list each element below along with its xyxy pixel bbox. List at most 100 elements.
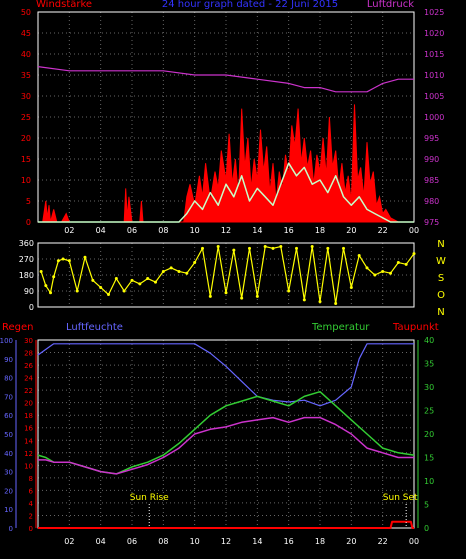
rain-tick-label: 0: [29, 525, 33, 533]
wind-direction-point: [381, 269, 385, 273]
rain-tick-label: 4: [29, 500, 34, 508]
temperature-tick-label: 20: [424, 430, 434, 439]
pressure-tick-label: 1010: [424, 71, 444, 80]
wind-pressure-panel: 0510152025303540455097598098599099510001…: [21, 8, 445, 235]
temp-x-tick-label: 18: [315, 537, 325, 546]
wind-tick-label: 0: [26, 218, 31, 227]
wind-direction-point: [240, 296, 244, 300]
wind-direction-point: [75, 289, 79, 293]
wind-tick-label: 10: [21, 176, 31, 185]
temp-x-tick-label: 22: [378, 537, 388, 546]
temp-x-tick-label: 16: [284, 537, 294, 546]
temperature-tick-label: 30: [424, 383, 434, 392]
wind-tick-label: 45: [21, 29, 31, 38]
wind-x-tick-label: 06: [127, 226, 137, 235]
rain-tick-label: 12: [24, 450, 33, 458]
temp-x-tick-label: 04: [96, 537, 106, 546]
rain-tick-label: 28: [24, 350, 33, 358]
wind-direction-point: [279, 245, 283, 249]
temperature-axis-title: Temperatur: [311, 322, 370, 333]
temp-x-tick-label: 20: [346, 537, 356, 546]
pressure-tick-label: 975: [424, 218, 439, 227]
rain-tick-label: 2: [29, 512, 33, 520]
temp-x-tick-label: 02: [64, 537, 74, 546]
direction-tick-label: 90: [24, 287, 34, 296]
direction-compass-label: S: [438, 273, 444, 284]
humidity-tick-label: 0: [9, 525, 13, 533]
wind-direction-point: [357, 253, 361, 257]
wind-direction-point: [154, 280, 157, 284]
pressure-tick-label: 1015: [424, 50, 444, 59]
sun-rise-label: Sun Rise: [130, 493, 169, 503]
wind-direction-point: [114, 277, 118, 281]
wind-direction-point: [185, 271, 189, 275]
wind-x-tick-label: 08: [158, 226, 168, 235]
wind-direction-point: [99, 285, 103, 289]
wind-direction-point: [342, 246, 345, 250]
wind-tick-label: 30: [21, 92, 31, 101]
temperature-humidity-panel: 0102030405060708090100024681012141618202…: [0, 336, 434, 546]
temp-x-tick-label: 00: [409, 537, 419, 546]
temp-x-tick-label: 12: [221, 537, 231, 546]
temperature-tick-label: 25: [424, 407, 434, 416]
wind-direction-point: [287, 289, 291, 293]
humidity-tick-label: 50: [4, 431, 13, 439]
wind-direction-point: [396, 261, 400, 265]
wind-direction-point: [67, 259, 71, 263]
wind-tick-label: 35: [21, 71, 31, 80]
pressure-axis-title: Luftdruck: [367, 0, 414, 10]
wind-direction-point: [232, 248, 236, 252]
wind-direction-point: [201, 246, 204, 250]
temperature-tick-label: 40: [424, 336, 434, 345]
wind-direction-point: [271, 246, 275, 250]
wind-direction-point: [302, 298, 306, 302]
wind-direction-point: [389, 271, 392, 275]
humidity-axis-title: Luftfeuchte: [66, 322, 123, 333]
direction-panel-frame: [37, 242, 415, 308]
wind-direction-point: [39, 269, 43, 273]
wind-direction-point: [412, 252, 416, 256]
wind-direction-point: [130, 278, 134, 282]
wind-direction-point: [107, 293, 110, 297]
humidity-tick-label: 100: [0, 337, 13, 345]
wind-x-tick-label: 04: [96, 226, 106, 235]
wind-direction-point: [44, 284, 48, 288]
wind-direction-point: [318, 300, 322, 304]
direction-tick-label: 270: [19, 255, 34, 264]
wind-direction-point: [263, 245, 267, 249]
wind-x-tick-label: 00: [409, 226, 419, 235]
pressure-tick-label: 980: [424, 197, 439, 206]
wind-tick-label: 20: [21, 134, 31, 143]
wind-direction-point: [56, 259, 60, 263]
wind-direction-point: [169, 266, 173, 270]
wind-average-line: [38, 162, 414, 223]
pressure-tick-label: 1005: [424, 92, 444, 101]
pressure-tick-label: 1020: [424, 29, 444, 38]
wind-direction-point: [61, 257, 65, 261]
wind-direction-point: [122, 289, 126, 293]
temperature-tick-label: 0: [424, 524, 429, 533]
humidity-tick-label: 10: [4, 506, 13, 514]
wind-direction-point: [334, 301, 338, 305]
wind-tick-label: 40: [21, 50, 31, 59]
humidity-tick-label: 80: [4, 375, 13, 383]
wind-direction-point: [91, 278, 95, 282]
direction-compass-label: O: [437, 290, 445, 301]
rain-tick-label: 22: [24, 387, 33, 395]
humidity-tick-label: 20: [4, 487, 13, 495]
temp-x-tick-label: 06: [127, 537, 137, 546]
graph-title: 24 hour graph dated - 22 Juni 2015: [162, 0, 338, 10]
humidity-tick-label: 90: [4, 356, 13, 364]
wind-direction-point: [177, 269, 181, 273]
wind-direction-point: [146, 277, 150, 281]
sun-set-label: Sun Set: [383, 493, 418, 503]
direction-compass-label: N: [437, 307, 444, 318]
direction-tick-label: 0: [29, 303, 34, 312]
wind-x-tick-label: 20: [346, 226, 356, 235]
direction-compass-label: N: [437, 239, 444, 250]
direction-compass-label: W: [436, 256, 446, 267]
humidity-tick-label: 70: [4, 393, 13, 401]
wind-direction-point: [349, 285, 353, 289]
wind-direction-point: [326, 246, 330, 250]
